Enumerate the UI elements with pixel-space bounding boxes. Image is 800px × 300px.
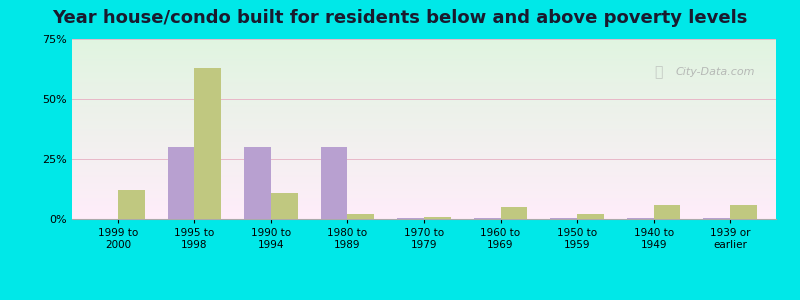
Bar — [244, 147, 271, 219]
Bar — [271, 193, 298, 219]
Bar — [577, 214, 604, 219]
Text: Year house/condo built for residents below and above poverty levels: Year house/condo built for residents bel… — [52, 9, 748, 27]
Bar — [626, 218, 654, 219]
Bar — [398, 218, 424, 219]
Bar — [424, 217, 450, 219]
Text: Ⓢ: Ⓢ — [654, 65, 662, 79]
Bar — [654, 205, 680, 219]
Text: City-Data.com: City-Data.com — [676, 67, 755, 77]
Bar — [118, 190, 145, 219]
Bar — [321, 147, 347, 219]
Bar — [550, 218, 577, 219]
Bar — [168, 147, 194, 219]
Bar — [474, 218, 501, 219]
Bar — [703, 218, 730, 219]
Bar — [194, 68, 222, 219]
Bar — [730, 205, 757, 219]
Bar — [501, 207, 527, 219]
Bar — [347, 214, 374, 219]
